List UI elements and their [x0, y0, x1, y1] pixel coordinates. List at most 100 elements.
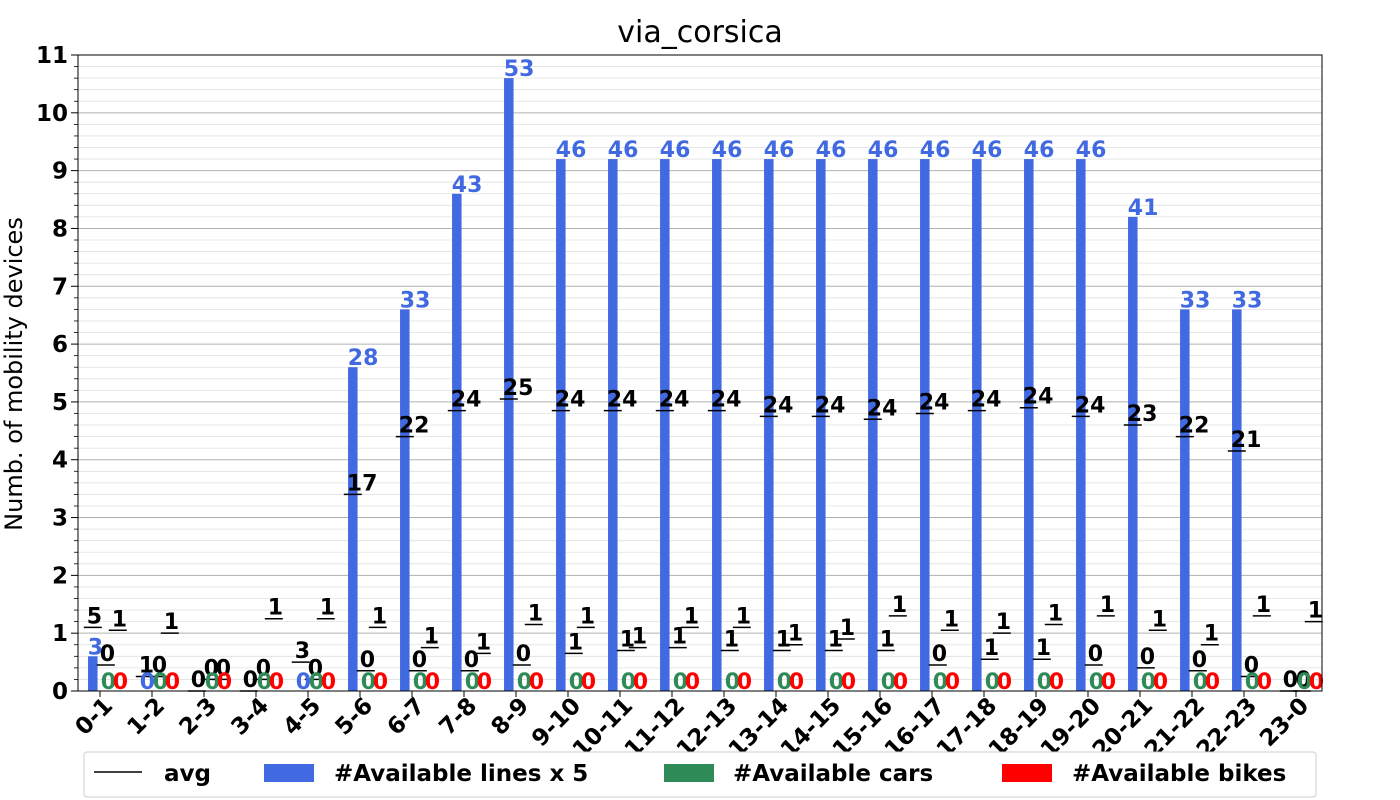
series-value-label: 0 [1205, 670, 1220, 695]
series-value-label: 0 [1037, 670, 1052, 695]
y-tick-label: 10 [36, 101, 68, 127]
y-tick-label: 11 [36, 43, 68, 69]
bar-available-lines-x [660, 159, 670, 691]
bar-available-lines-x [88, 656, 98, 691]
avg-value-label: 24 [451, 388, 482, 413]
avg-value-label: 1 [320, 596, 335, 621]
series-value-label: 0 [673, 670, 688, 695]
avg-value-label: 24 [815, 393, 846, 418]
y-tick-label: 3 [52, 506, 68, 532]
series-value-label: 0 [1049, 670, 1064, 695]
series-value-label: 0 [725, 670, 740, 695]
series-value-label: 0 [945, 670, 960, 695]
avg-value-label: 3 [295, 639, 310, 664]
bar-available-lines-x [1024, 159, 1034, 691]
avg-value-label: 1 [944, 607, 959, 632]
avg-value-label: 1 [620, 628, 635, 653]
series-value-label: 0 [477, 670, 492, 695]
legend-cars-label: #Available cars [733, 761, 933, 787]
bar-available-lines-x [556, 159, 566, 691]
series-value-label: 0 [140, 670, 155, 695]
avg-value-label: 1 [672, 625, 687, 650]
series-value-label: 3 [88, 635, 103, 660]
series-value-label: 0 [621, 670, 636, 695]
bar-available-lines-x [608, 159, 618, 691]
avg-value-label: 1 [880, 628, 895, 653]
series-value-label: 0 [361, 670, 376, 695]
series-value-label: 0 [1309, 670, 1324, 695]
avg-value-label: 1 [724, 628, 739, 653]
avg-value-label: 24 [867, 396, 898, 421]
avg-value-label: 0 [308, 656, 323, 681]
avg-value-label: 0 [152, 654, 167, 679]
y-tick-label: 2 [52, 563, 68, 589]
chart-title: via_corsica [617, 15, 783, 50]
avg-value-label: 1 [528, 602, 543, 627]
avg-value-label: 1 [1048, 602, 1063, 627]
series-value-label: 0 [881, 670, 896, 695]
series-value-label: 0 [321, 670, 336, 695]
series-value-label: 0 [153, 670, 168, 695]
series-value-label: 0 [997, 670, 1012, 695]
x-tick-label: 0-1 [70, 693, 118, 741]
bar-available-lines-x [764, 159, 774, 691]
bar-available-lines-x [712, 159, 722, 691]
avg-value-label: 1 [840, 616, 855, 641]
avg-value-label: 1 [684, 604, 699, 629]
x-tick-label: 2-3 [174, 693, 222, 741]
avg-value-label: 24 [555, 388, 586, 413]
series-value-label: 43 [452, 173, 483, 198]
series-value-label: 0 [1193, 670, 1208, 695]
avg-value-label: 0 [243, 668, 258, 693]
series-value-label: 28 [348, 346, 379, 371]
avg-value-label: 1 [736, 604, 751, 629]
legend-avg-label: avg [164, 761, 211, 787]
avg-value-label: 0 [1140, 645, 1155, 670]
y-tick-label: 9 [52, 159, 68, 185]
avg-value-label: 1 [1204, 622, 1219, 647]
series-value-label: 0 [633, 670, 648, 695]
bars [88, 78, 1242, 692]
series-value-label: 0 [569, 670, 584, 695]
avg-value-label: 0 [412, 648, 427, 673]
avg-value-label: 1 [372, 604, 387, 629]
series-value-label: 0 [1245, 670, 1260, 695]
avg-value-label: 1 [1036, 636, 1051, 661]
x-tick-label: 3-4 [226, 693, 274, 741]
y-tick-label: 6 [52, 332, 68, 358]
avg-value-label: 1 [892, 593, 907, 618]
avg-value-label: 17 [347, 471, 378, 496]
series-value-label: 33 [400, 288, 431, 313]
avg-value-label: 1 [112, 607, 127, 632]
avg-value-label: 0 [1244, 654, 1259, 679]
series-value-label: 41 [1128, 196, 1159, 221]
avg-value-label: 21 [1231, 428, 1262, 453]
legend-lines-swatch [264, 764, 314, 782]
bar-available-lines-x [868, 159, 878, 691]
series-value-label: 0 [985, 670, 1000, 695]
avg-value-label: 1 [476, 630, 491, 655]
series-value-label: 0 [1101, 670, 1116, 695]
y-tick-label: 5 [52, 390, 68, 416]
series-value-label: 46 [868, 138, 899, 163]
series-value-label: 0 [1141, 670, 1156, 695]
series-value-label: 0 [893, 670, 908, 695]
x-tick-label: 7-8 [434, 693, 482, 741]
y-tick-label: 1 [52, 621, 68, 647]
avg-value-label: 1 [1308, 599, 1323, 624]
avg-value-label: 1 [580, 604, 595, 629]
bar-available-lines-x [1076, 159, 1086, 691]
avg-value-label: 24 [763, 393, 794, 418]
series-value-label: 0 [1089, 670, 1104, 695]
avg-value-label: 25 [503, 376, 534, 401]
avg-value-label: 0 [216, 656, 231, 681]
series-value-label: 0 [309, 670, 324, 695]
avg-value-label: 24 [1023, 385, 1054, 410]
x-tick-label: 4-5 [278, 693, 326, 741]
series-value-label: 0 [425, 670, 440, 695]
avg-value-label: 24 [919, 390, 950, 415]
avg-value-label: 1 [1256, 593, 1271, 618]
series-value-label: 46 [608, 138, 639, 163]
